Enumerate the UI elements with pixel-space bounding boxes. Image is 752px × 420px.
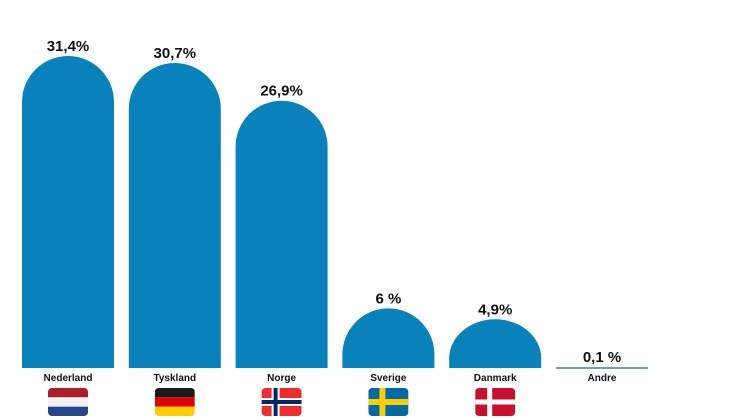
- bar-nederland: [22, 56, 114, 368]
- denmark-flag-icon: [475, 388, 516, 416]
- data-label: 31,4%: [47, 38, 90, 55]
- bar-danmark: [449, 319, 542, 368]
- norway-flag-icon: [261, 388, 302, 416]
- data-label: 6 %: [375, 290, 401, 307]
- data-label: 30,7%: [154, 45, 197, 62]
- data-label: 0,1 %: [583, 349, 621, 366]
- category-label: Andre: [588, 373, 617, 384]
- category-label: Danmark: [474, 373, 517, 384]
- category-label: Norge: [267, 373, 296, 384]
- bar-norge: [235, 100, 328, 369]
- sweden-flag-icon: [368, 388, 409, 416]
- bar-tyskland: [128, 62, 221, 369]
- category-label: Sverige: [370, 373, 407, 384]
- category-label: Tyskland: [153, 373, 196, 384]
- bar-sverige: [342, 308, 435, 368]
- germany-flag-icon: [154, 388, 195, 416]
- data-label: 26,9%: [260, 83, 303, 100]
- category-label: Nederland: [44, 373, 93, 384]
- netherlands-flag-icon: [48, 388, 88, 416]
- data-label: 4,9%: [478, 301, 512, 318]
